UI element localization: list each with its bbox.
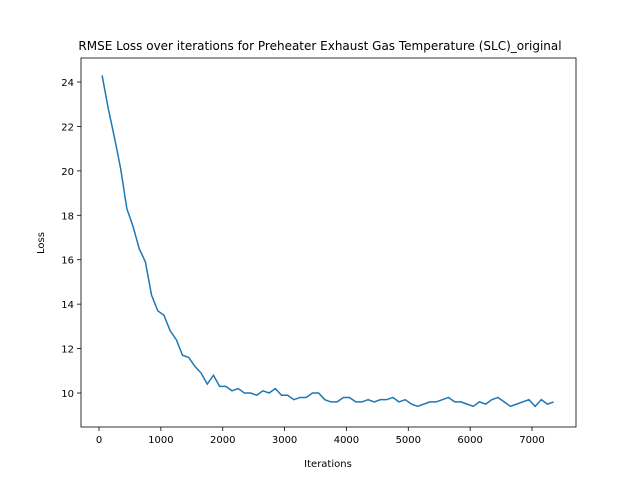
x-tick-label: 7000 <box>519 435 544 446</box>
chart-title: RMSE Loss over iterations for Preheater … <box>78 39 561 53</box>
x-tick-label: 2000 <box>210 435 235 446</box>
x-tick-label: 0 <box>96 435 102 446</box>
x-tick-label: 1000 <box>148 435 173 446</box>
y-tick-label: 10 <box>61 389 74 400</box>
plot-frame <box>80 57 577 428</box>
x-tick-label: 6000 <box>457 435 482 446</box>
y-tick-label: 12 <box>61 345 74 356</box>
x-tick-label: 3000 <box>272 435 297 446</box>
x-axis-label: Iterations <box>304 459 352 470</box>
line-series <box>101 75 554 408</box>
x-tick-label: 4000 <box>334 435 359 446</box>
x-tick-label: 5000 <box>396 435 421 446</box>
y-tick-label: 14 <box>61 300 74 311</box>
y-tick-label: 18 <box>61 211 74 222</box>
y-tick-label: 22 <box>61 122 74 133</box>
y-tick-label: 24 <box>61 78 74 89</box>
y-axis-label: Loss <box>36 232 47 254</box>
y-tick-label: 20 <box>61 167 74 178</box>
y-tick-label: 16 <box>61 256 74 267</box>
